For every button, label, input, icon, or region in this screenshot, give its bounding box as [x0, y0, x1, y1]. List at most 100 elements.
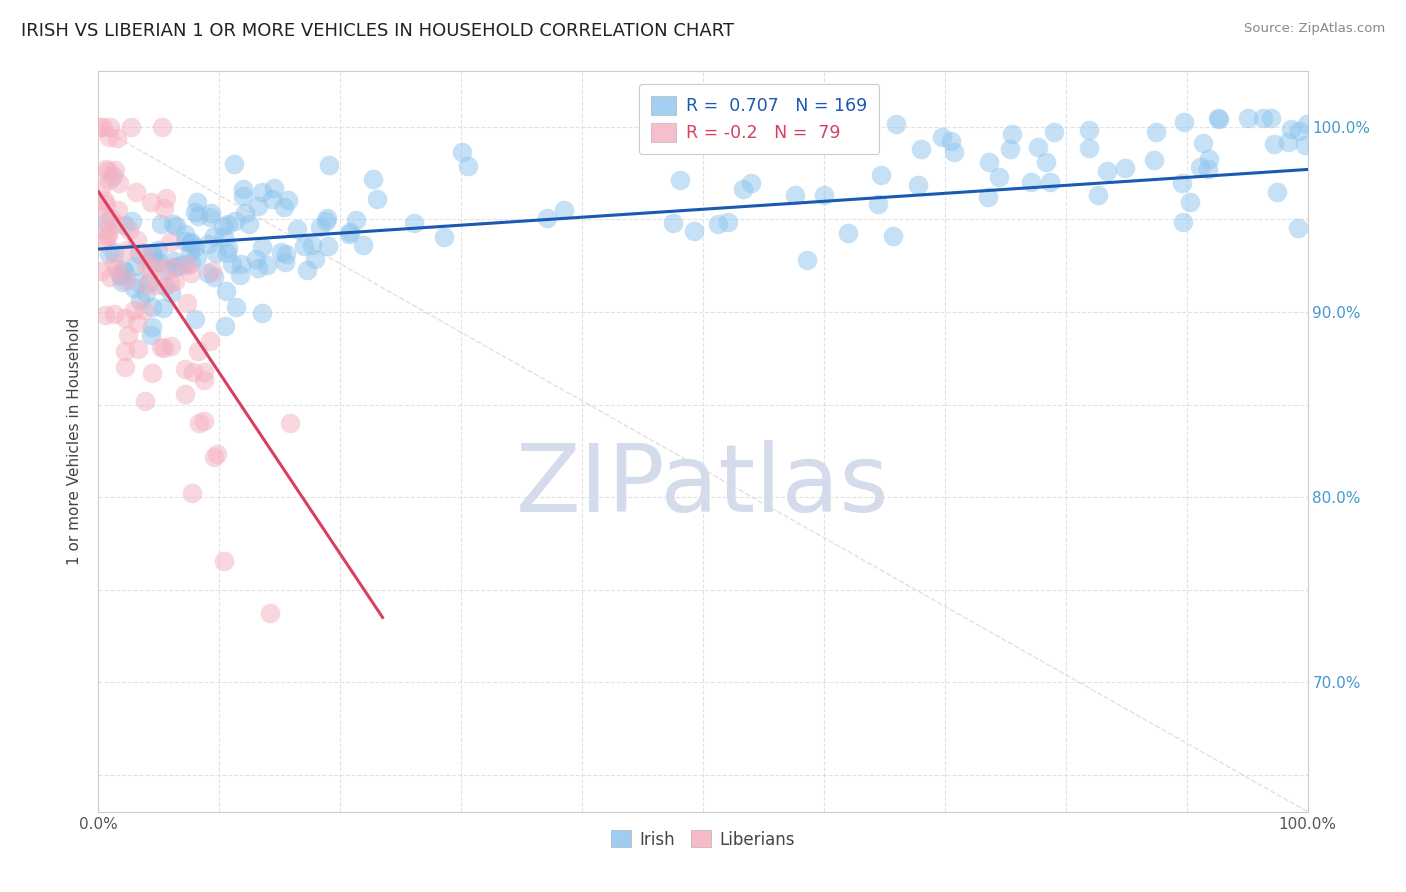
Point [152, 342, 174, 356]
Point [1178, 194, 1201, 209]
Point [1208, 112, 1230, 127]
Point [315, 214, 337, 228]
Point [91, 120, 114, 134]
Point [117, 328, 139, 343]
Point [184, 204, 207, 219]
Point [176, 258, 198, 272]
Point [731, 182, 754, 196]
Point [125, 316, 148, 330]
Point [110, 269, 132, 284]
Point [337, 227, 360, 241]
Point [200, 210, 222, 224]
Point [127, 342, 149, 356]
Point [180, 486, 202, 500]
Point [98, 247, 121, 261]
Point [96, 230, 118, 244]
Point [233, 206, 256, 220]
Point [188, 416, 211, 430]
Point [451, 145, 474, 160]
Point [1206, 111, 1229, 125]
Point [221, 257, 243, 271]
Point [141, 247, 163, 261]
Point [939, 134, 962, 148]
Point [217, 246, 239, 260]
Point [141, 320, 163, 334]
Point [174, 234, 197, 248]
Point [285, 221, 308, 235]
Point [180, 255, 202, 269]
Point [211, 219, 233, 234]
Point [149, 217, 172, 231]
Point [207, 447, 229, 461]
Point [309, 220, 332, 235]
Point [202, 450, 225, 464]
Point [173, 257, 195, 271]
Point [536, 211, 558, 225]
Point [270, 245, 292, 260]
Point [344, 212, 367, 227]
Point [1170, 176, 1192, 190]
Point [259, 606, 281, 620]
Point [120, 120, 142, 134]
Point [278, 416, 301, 430]
Point [148, 278, 170, 293]
Point [152, 301, 174, 315]
Point [246, 260, 269, 275]
Point [122, 303, 145, 318]
Point [179, 235, 201, 250]
Point [103, 217, 125, 231]
Point [1198, 153, 1220, 167]
Point [457, 159, 479, 173]
Point [111, 275, 134, 289]
Point [145, 260, 167, 274]
Point [146, 243, 169, 257]
Point [186, 195, 208, 210]
Point [193, 373, 215, 387]
Point [107, 202, 129, 217]
Point [1114, 161, 1136, 175]
Point [200, 205, 222, 219]
Point [114, 218, 136, 232]
Point [1078, 141, 1101, 155]
Point [163, 260, 186, 274]
Point [94, 222, 117, 236]
Point [184, 240, 207, 254]
Point [707, 217, 730, 231]
Point [783, 188, 806, 202]
Point [174, 227, 197, 242]
Point [1288, 124, 1310, 138]
Point [260, 192, 283, 206]
Point [1095, 164, 1118, 178]
Point [1296, 117, 1319, 131]
Point [97, 163, 120, 178]
Point [114, 273, 136, 287]
Point [1173, 215, 1195, 229]
Point [98, 269, 121, 284]
Point [1019, 176, 1042, 190]
Point [263, 181, 285, 195]
Point [96, 197, 118, 211]
Point [159, 235, 181, 249]
Point [160, 339, 183, 353]
Point [94, 215, 117, 229]
Point [94, 235, 117, 249]
Point [197, 266, 219, 280]
Legend: Irish, Liberians: Irish, Liberians [605, 823, 801, 855]
Point [988, 169, 1011, 184]
Point [869, 169, 891, 183]
Point [150, 120, 173, 134]
Point [103, 256, 125, 270]
Point [796, 253, 818, 268]
Point [174, 387, 197, 401]
Point [222, 157, 245, 171]
Point [187, 344, 209, 359]
Point [139, 261, 162, 276]
Point [200, 334, 222, 348]
Point [1143, 153, 1166, 167]
Point [122, 281, 145, 295]
Point [94, 309, 117, 323]
Point [155, 191, 177, 205]
Point [247, 199, 270, 213]
Point [238, 218, 260, 232]
Point [90, 180, 112, 194]
